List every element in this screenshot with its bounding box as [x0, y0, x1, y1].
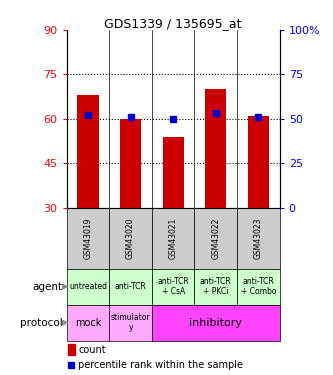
- Text: mock: mock: [75, 318, 101, 328]
- Bar: [68, 344, 75, 355]
- Bar: [67, 268, 109, 304]
- Text: GDS1339 / 135695_at: GDS1339 / 135695_at: [105, 17, 242, 30]
- Bar: [67, 304, 109, 341]
- Bar: [248, 116, 269, 207]
- Text: GSM43022: GSM43022: [211, 217, 220, 259]
- Text: inhibitory: inhibitory: [189, 318, 242, 328]
- Text: protocol: protocol: [20, 318, 62, 328]
- Bar: [152, 268, 194, 304]
- Text: agent: agent: [32, 282, 62, 292]
- Text: untreated: untreated: [69, 282, 107, 291]
- Text: anti-TCR: anti-TCR: [115, 282, 147, 291]
- Text: stimulator
y: stimulator y: [111, 313, 150, 332]
- Bar: [109, 207, 152, 268]
- Text: GSM43021: GSM43021: [168, 217, 178, 259]
- Bar: [152, 304, 280, 341]
- Text: GSM43019: GSM43019: [83, 217, 93, 259]
- Bar: [237, 268, 280, 304]
- Bar: [120, 119, 141, 207]
- Text: GSM43020: GSM43020: [126, 217, 135, 259]
- Bar: [194, 207, 237, 268]
- Text: anti-TCR
+ Combo: anti-TCR + Combo: [241, 277, 276, 296]
- Text: percentile rank within the sample: percentile rank within the sample: [78, 360, 243, 369]
- Bar: [109, 304, 152, 341]
- Bar: [237, 207, 280, 268]
- Bar: [163, 136, 184, 207]
- Bar: [194, 268, 237, 304]
- Text: count: count: [78, 345, 106, 355]
- Text: GSM43023: GSM43023: [254, 217, 263, 259]
- Text: anti-TCR
+ CsA: anti-TCR + CsA: [157, 277, 189, 296]
- Bar: [205, 89, 226, 207]
- Bar: [67, 207, 109, 268]
- Bar: [152, 207, 194, 268]
- Bar: [109, 268, 152, 304]
- Bar: [77, 95, 99, 207]
- Text: anti-TCR
+ PKCi: anti-TCR + PKCi: [200, 277, 232, 296]
